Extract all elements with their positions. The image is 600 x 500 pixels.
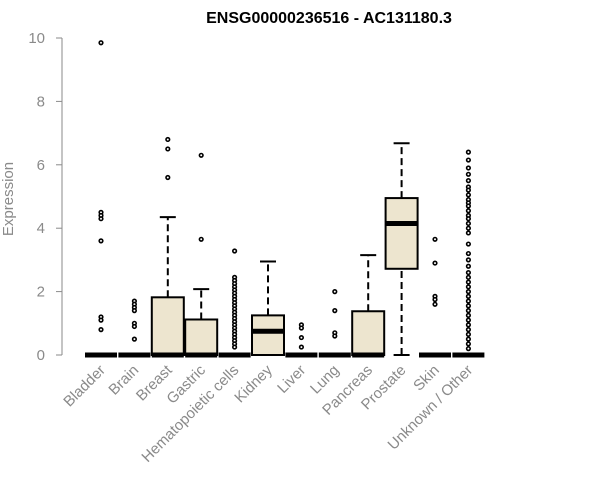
outlier-point xyxy=(98,317,104,323)
outlier-point xyxy=(131,323,137,330)
chart-title: ENSG00000236516 - AC131180.3 xyxy=(206,10,452,27)
outlier-point xyxy=(465,178,472,184)
outlier-point xyxy=(465,203,472,209)
outlier-point xyxy=(465,187,472,193)
outlier-point xyxy=(465,331,472,337)
outlier-point xyxy=(131,336,137,342)
outlier-point xyxy=(465,284,472,290)
box-group-skin xyxy=(419,236,451,358)
outlier-point xyxy=(131,308,137,314)
outlier-point xyxy=(98,40,104,46)
outlier-point xyxy=(465,149,472,155)
outlier-point xyxy=(332,308,338,314)
outlier-point xyxy=(465,322,472,328)
y-tick-label: 2 xyxy=(37,284,45,301)
box-group-gastric xyxy=(184,152,219,358)
y-tick-label: 10 xyxy=(28,30,45,47)
outlier-point xyxy=(298,344,305,350)
outlier-point xyxy=(465,308,472,314)
outlier-point xyxy=(465,303,472,309)
outlier-point xyxy=(432,236,438,242)
outlier-point xyxy=(465,165,472,171)
x-tick-label: Kidney xyxy=(231,361,276,406)
box-group-hematopoietic-cells xyxy=(218,248,251,358)
y-axis: 0 2 4 6 8 10 xyxy=(28,30,63,364)
x-tick-label: Bladder xyxy=(60,362,109,411)
outlier-point xyxy=(465,263,472,269)
outlier-point xyxy=(465,157,472,163)
outlier-point xyxy=(465,317,472,323)
outlier-point xyxy=(465,336,472,342)
outlier-point xyxy=(465,230,472,236)
box-group-unknown-other xyxy=(452,149,485,358)
y-tick-label: 8 xyxy=(37,93,45,110)
y-tick-label: 6 xyxy=(37,157,45,174)
box-group-bladder xyxy=(85,40,117,358)
box-group-prostate xyxy=(384,142,419,356)
outlier-point xyxy=(432,301,438,307)
outlier-point xyxy=(465,225,472,231)
box-iqr xyxy=(150,296,185,356)
outlier-point xyxy=(332,333,338,339)
outlier-point xyxy=(298,334,305,341)
outlier-point xyxy=(98,327,104,333)
outlier-point xyxy=(98,238,104,244)
outlier-point xyxy=(465,241,472,247)
box-group-lung xyxy=(318,289,351,358)
y-axis-label: Expression xyxy=(0,162,17,236)
box-group-pancreas xyxy=(351,254,386,358)
outlier-point xyxy=(465,293,472,299)
box-group-breast xyxy=(150,136,185,358)
box-group-kidney xyxy=(251,260,285,356)
box-iqr xyxy=(184,318,219,357)
outlier-point xyxy=(465,192,472,198)
outlier-point xyxy=(165,146,171,152)
box-group-liver xyxy=(285,322,318,358)
outlier-point xyxy=(165,136,171,143)
outlier-point xyxy=(165,174,171,181)
outlier-point xyxy=(465,250,472,257)
outlier-point xyxy=(465,171,472,177)
outlier-point xyxy=(432,260,438,266)
outlier-point xyxy=(465,208,472,214)
y-tick-label: 4 xyxy=(37,220,45,237)
outlier-point xyxy=(465,346,472,352)
outlier-point xyxy=(465,327,472,333)
box-iqr xyxy=(351,310,386,356)
outlier-point xyxy=(432,296,438,303)
outlier-point xyxy=(198,152,204,158)
outlier-point xyxy=(465,274,472,280)
outlier-point xyxy=(465,220,472,227)
box-iqr xyxy=(251,314,285,356)
outlier-point xyxy=(465,269,472,276)
outlier-point xyxy=(232,344,238,350)
y-tick-label: 0 xyxy=(37,347,45,364)
x-tick-label: Liver xyxy=(274,362,309,397)
box-group-brain xyxy=(118,298,151,358)
boxes-layer xyxy=(85,40,485,358)
outlier-point xyxy=(465,341,472,347)
outlier-point xyxy=(98,216,104,222)
outlier-point xyxy=(332,289,338,295)
outlier-point xyxy=(465,298,472,304)
outlier-point xyxy=(232,248,238,254)
outlier-point xyxy=(465,216,472,222)
outlier-point xyxy=(298,325,305,331)
outlier-point xyxy=(465,289,472,295)
box-iqr xyxy=(384,197,419,270)
outlier-point xyxy=(198,236,204,242)
outlier-point xyxy=(465,257,472,263)
outlier-point xyxy=(465,312,472,318)
outlier-point xyxy=(465,279,472,285)
